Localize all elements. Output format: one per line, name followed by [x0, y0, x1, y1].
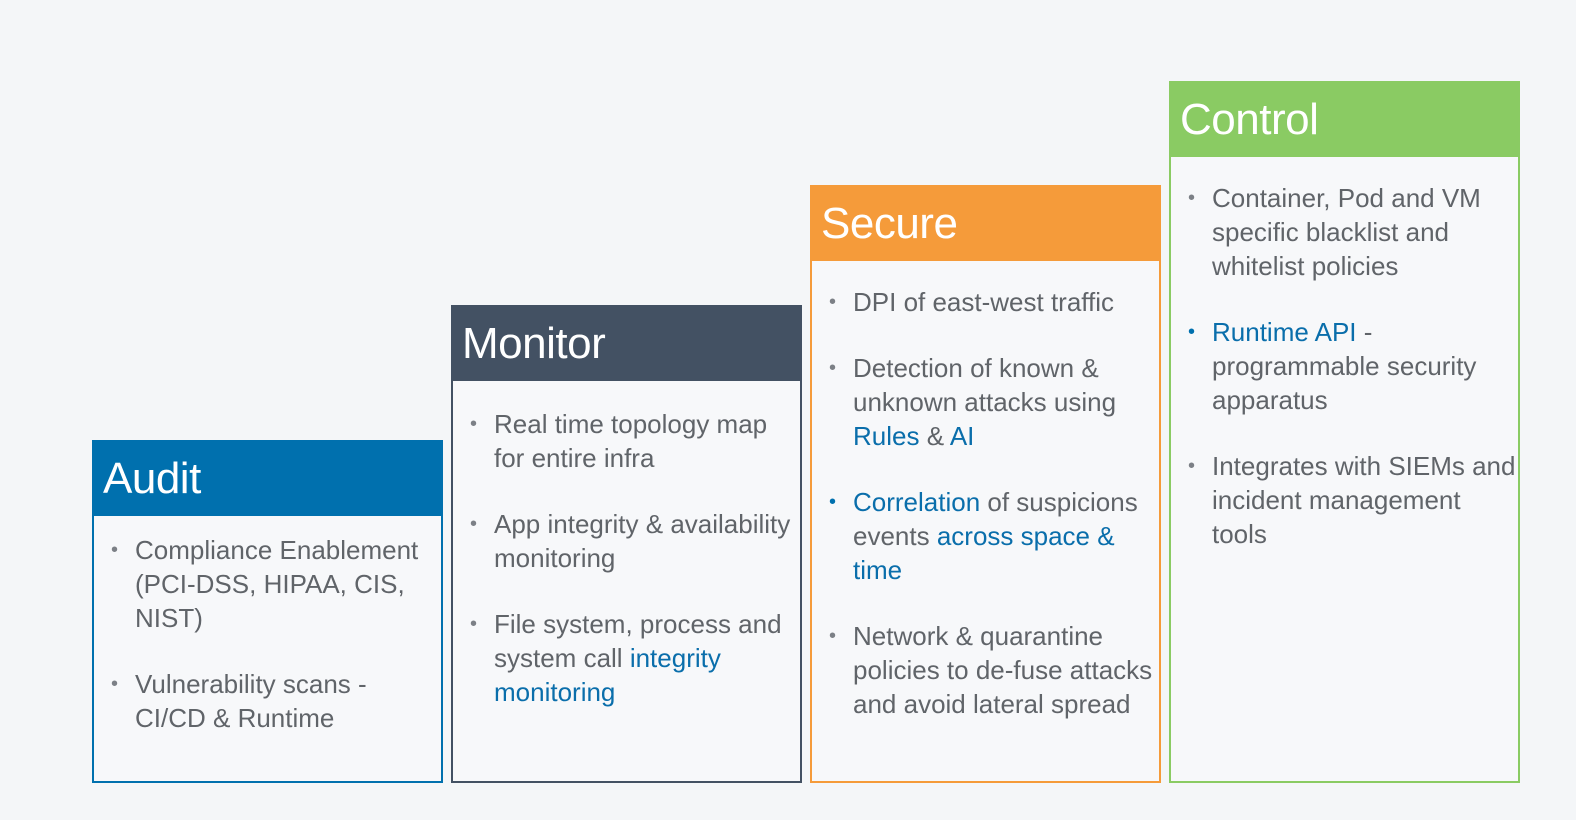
- monitor-card-list: • Real time topology map for entire infr…: [453, 381, 800, 709]
- audit-item-compliance-text: Compliance Enablement (PCI-DSS, HIPAA, C…: [135, 535, 419, 633]
- audit-card: Audit • Compliance Enablement (PCI-DSS, …: [92, 440, 443, 783]
- bullet-icon: •: [829, 357, 837, 379]
- audit-card-title: Audit: [94, 442, 441, 516]
- control-item-siem-text: Integrates with SIEMs and incident manag…: [1212, 451, 1516, 549]
- secure-item-detection-rules: Rules: [853, 421, 920, 451]
- monitor-card: Monitor • Real time topology map for ent…: [451, 305, 802, 783]
- bullet-icon: •: [470, 513, 478, 535]
- audit-item-vulnerability: • Vulnerability scans - CI/CD & Runtime: [94, 667, 441, 735]
- control-item-runtime-api-highlight: Runtime API: [1212, 317, 1357, 347]
- bullet-icon: •: [829, 625, 837, 647]
- monitor-card-title: Monitor: [453, 307, 800, 381]
- control-card-title: Control: [1171, 83, 1518, 157]
- monitor-item-topology: • Real time topology map for entire infr…: [453, 407, 800, 475]
- bullet-icon: •: [1188, 187, 1196, 209]
- secure-card: Secure • DPI of east-west traffic • Dete…: [810, 185, 1161, 783]
- secure-item-network-text: Network & quarantine policies to de-fuse…: [853, 621, 1153, 719]
- secure-card-title: Secure: [812, 187, 1159, 261]
- control-item-siem: • Integrates with SIEMs and incident man…: [1171, 449, 1518, 551]
- monitor-item-file-system-text: File system, process and system call: [494, 609, 782, 673]
- audit-item-vulnerability-text: Vulnerability scans - CI/CD & Runtime: [135, 669, 367, 733]
- secure-card-list: • DPI of east-west traffic • Detection o…: [812, 261, 1159, 721]
- secure-item-correlation-highlight-2: across space & time: [853, 521, 1115, 585]
- secure-item-network: • Network & quarantine policies to de-fu…: [812, 619, 1159, 721]
- bullet-icon: •: [1188, 321, 1196, 343]
- control-item-runtime-api-text: - programmable security apparatus: [1212, 317, 1477, 415]
- secure-item-detection-ai: AI: [949, 421, 975, 451]
- bullet-icon: •: [470, 613, 478, 635]
- audit-card-list: • Compliance Enablement (PCI-DSS, HIPAA,…: [94, 516, 441, 735]
- secure-item-detection-and: &: [919, 421, 950, 451]
- monitor-item-file-system: • File system, process and system call i…: [453, 607, 800, 709]
- bullet-icon: •: [829, 491, 837, 513]
- control-item-policies: • Container, Pod and VM specific blackli…: [1171, 181, 1518, 283]
- monitor-item-file-system-highlight: integrity monitoring: [494, 643, 721, 707]
- secure-item-dpi: • DPI of east-west traffic: [812, 285, 1159, 319]
- monitor-item-app-integrity: • App integrity & availability monitorin…: [453, 507, 800, 575]
- secure-item-correlation: • Correlation of suspicions events acros…: [812, 485, 1159, 587]
- secure-item-correlation-highlight: Correlation: [853, 487, 981, 517]
- secure-item-dpi-text: DPI of east-west traffic: [853, 287, 1115, 317]
- control-item-runtime-api: • Runtime API - programmable security ap…: [1171, 315, 1518, 417]
- control-item-policies-text: Container, Pod and VM specific blacklist…: [1212, 183, 1481, 281]
- bullet-icon: •: [111, 539, 119, 561]
- bullet-icon: •: [470, 413, 478, 435]
- monitor-item-topology-text: Real time topology map for entire infra: [494, 409, 768, 473]
- secure-item-detection: • Detection of known & unknown attacks u…: [812, 351, 1159, 453]
- monitor-item-app-integrity-text: App integrity & availability monitoring: [494, 509, 791, 573]
- secure-item-detection-text: Detection of known & unknown attacks usi…: [853, 353, 1117, 417]
- control-card-list: • Container, Pod and VM specific blackli…: [1171, 157, 1518, 551]
- bullet-icon: •: [111, 673, 119, 695]
- audit-item-compliance: • Compliance Enablement (PCI-DSS, HIPAA,…: [94, 533, 441, 635]
- secure-item-correlation-text: of suspicions events: [853, 487, 1138, 551]
- bullet-icon: •: [829, 291, 837, 313]
- bullet-icon: •: [1188, 455, 1196, 477]
- control-card: Control • Container, Pod and VM specific…: [1169, 81, 1520, 783]
